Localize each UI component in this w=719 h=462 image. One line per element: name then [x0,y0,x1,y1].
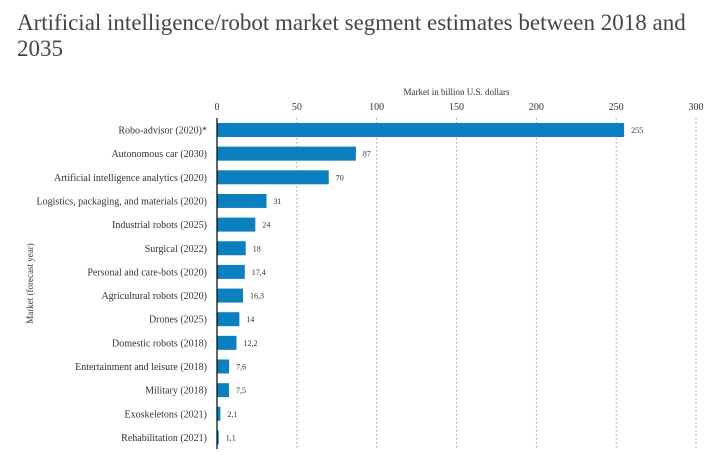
category-label: Personal and care-bots (2020) [87,267,207,278]
x-tick-label: 300 [689,102,704,113]
category-label: Military (2018) [145,386,207,397]
y-axis-label: Market (forecast year) [25,243,35,323]
gridlines [296,118,697,449]
bar [217,335,237,350]
bar [217,312,240,327]
value-label: 70 [336,173,344,182]
category-label: Industrial robots (2025) [112,220,207,231]
value-label: 87 [363,150,371,159]
value-label: 7,6 [236,363,246,372]
value-label: 2,1 [227,410,237,419]
bar [217,430,219,445]
category-label: Artificial intelligence analytics (2020) [54,173,207,184]
category-label: Robo-advisor (2020)* [118,126,207,137]
x-tick-label: 150 [449,102,464,113]
bar [217,193,267,208]
bar [217,288,244,303]
x-tick-label: 50 [292,102,302,113]
value-label: 12,2 [243,339,257,348]
chart-title: Artificial intelligence/robot market seg… [17,10,686,61]
value-label: 31 [273,197,281,206]
bar [217,170,329,185]
category-label: Rehabilitation (2021) [121,433,207,444]
value-label: 14 [246,315,254,324]
category-label: Surgical (2022) [145,244,207,255]
category-label: Agricultural robots (2020) [101,291,207,302]
bar [217,264,245,279]
value-label: 24 [262,221,270,230]
category-label: Autonomous car (2030) [111,149,207,160]
value-label: 16,3 [250,292,264,301]
category-label: Exoskeletons (2021) [125,409,208,420]
bar [217,217,256,232]
value-label: 7,5 [236,386,246,395]
bar [217,359,230,374]
category-label: Entertainment and leisure (2018) [75,362,207,373]
bar [217,123,625,137]
category-labels: Robo-advisor (2020)* Autonomous car (2030… [36,126,207,444]
bars [217,123,625,445]
value-label: 1,1 [226,433,236,442]
bar [217,383,229,398]
x-tick-label: 200 [529,102,544,113]
x-tick-label: 100 [369,102,384,113]
value-label: 18 [253,244,261,253]
category-label: Drones (2025) [149,315,207,326]
x-axis-ticks: 0 50 100 150 200 250 300 [215,102,704,113]
bar [217,406,221,421]
x-axis-label: Market in billion U.S. dollars [404,87,510,97]
value-label: 255 [631,126,643,135]
bar [217,241,246,256]
x-tick-label: 0 [215,102,220,113]
value-labels: 255 87 70 31 24 18 17,4 16,3 14 12,2 7,6 7,5 2,1 1,1 [226,126,643,442]
category-label: Domestic robots (2018) [112,338,207,349]
category-label: Logistics, packaging, and materials (202… [36,196,207,207]
value-label: 17,4 [252,268,266,277]
bar [217,146,356,161]
x-tick-label: 250 [609,102,624,113]
